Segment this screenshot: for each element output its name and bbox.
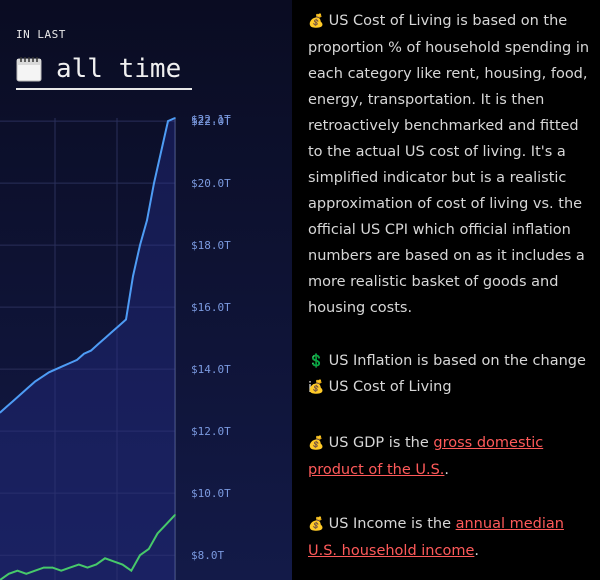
data-point bbox=[20, 393, 22, 395]
data-point bbox=[104, 557, 106, 560]
data-point bbox=[48, 371, 50, 374]
income-link[interactable]: annual median U.S. household income bbox=[308, 516, 564, 559]
data-point bbox=[13, 399, 15, 401]
inflation-description: 💲 US Inflation is based on the change in bbox=[308, 348, 596, 401]
data-point bbox=[139, 244, 141, 246]
money-bag-icon: 💰 bbox=[308, 517, 325, 532]
y-tick-label: $10.0T bbox=[191, 487, 231, 500]
data-point bbox=[111, 331, 113, 333]
money-bag-icon: 💰 bbox=[308, 380, 325, 395]
gdp-link[interactable]: gross domestic product of the U.S. bbox=[308, 435, 544, 478]
range-selector[interactable]: all time bbox=[16, 50, 192, 90]
data-point bbox=[25, 572, 28, 575]
money-bag-icon: 💰 bbox=[308, 436, 325, 451]
data-point bbox=[86, 566, 89, 569]
data-point bbox=[132, 275, 134, 277]
data-point bbox=[27, 386, 29, 389]
paragraph-text: US GDP is the bbox=[328, 435, 434, 451]
calendar-icon bbox=[16, 57, 42, 82]
data-point bbox=[55, 368, 57, 370]
cost-of-living-description: 💰 US Cost of Living is based on the prop… bbox=[308, 8, 596, 321]
paragraph-text: US Cost of Living bbox=[328, 379, 452, 395]
y-tick-label: $18.0T bbox=[191, 239, 231, 252]
y-tick-label: $12.0T bbox=[191, 425, 231, 438]
series-area bbox=[0, 118, 175, 580]
data-point bbox=[83, 352, 85, 355]
data-point bbox=[153, 182, 155, 184]
paragraph-text-end: . bbox=[474, 543, 479, 559]
data-point bbox=[7, 572, 10, 575]
money-bag-icon: 💰 bbox=[308, 14, 325, 29]
data-point bbox=[174, 514, 176, 516]
data-point bbox=[41, 376, 43, 378]
data-point bbox=[146, 219, 148, 222]
range-value: all time bbox=[56, 54, 182, 84]
line-chart: $22.1T$22.0T $20.0T $18.0T $16.0T $14.0T $12.… bbox=[0, 113, 231, 580]
inflation-description-continued: 💰 US Cost of Living bbox=[308, 374, 596, 401]
data-point bbox=[139, 554, 141, 556]
data-point bbox=[167, 120, 169, 122]
data-point bbox=[34, 380, 36, 383]
series-line bbox=[0, 117, 176, 414]
data-point bbox=[42, 566, 45, 569]
data-point bbox=[34, 569, 36, 572]
data-point bbox=[90, 349, 92, 352]
data-point bbox=[130, 569, 133, 572]
data-point bbox=[6, 405, 8, 408]
data-point bbox=[51, 566, 54, 569]
y-tick-label: $16.0T bbox=[191, 301, 231, 314]
info-panel: 💰 US Cost of Living is based on the prop… bbox=[292, 0, 600, 580]
paragraph-text: US Inflation is based on the change in bbox=[308, 353, 586, 396]
data-point bbox=[121, 563, 124, 566]
data-point bbox=[76, 359, 78, 361]
chart-panel: $22.1T $22.0T $20.0T $18.0T $16.0T $14.0T $12.… bbox=[0, 0, 292, 580]
data-point bbox=[62, 365, 64, 367]
data-point bbox=[160, 151, 162, 153]
y-tick-label: $14.0T bbox=[191, 363, 231, 376]
data-point bbox=[165, 523, 168, 525]
paragraph-text-end: . bbox=[444, 462, 450, 478]
data-point bbox=[69, 566, 71, 569]
data-point bbox=[60, 569, 63, 572]
y-tick-label: $22.1T bbox=[191, 113, 231, 126]
gdp-description: 💰 US GDP is the gross domestic product o… bbox=[308, 430, 596, 483]
y-tick-label: $22.0T bbox=[191, 115, 231, 128]
range-label: IN LAST bbox=[16, 28, 66, 41]
data-point bbox=[112, 560, 115, 563]
data-point bbox=[125, 318, 127, 321]
data-point bbox=[174, 117, 176, 119]
income-description: 💰 US Income is the annual median U.S. ho… bbox=[308, 511, 596, 564]
paragraph-text: US Cost of Living is based on the propor… bbox=[308, 13, 590, 316]
data-point bbox=[147, 548, 150, 550]
data-point bbox=[118, 324, 120, 327]
data-point bbox=[0, 411, 1, 414]
data-point bbox=[16, 569, 19, 572]
data-point bbox=[95, 563, 98, 566]
dollar-sign-icon: 💲 bbox=[308, 354, 325, 369]
y-tick-label: $20.0T bbox=[191, 177, 231, 190]
data-point bbox=[156, 532, 159, 535]
paragraph-text: US Income is the bbox=[328, 516, 456, 532]
data-point bbox=[97, 343, 99, 346]
data-point bbox=[104, 337, 106, 339]
data-point bbox=[69, 362, 71, 364]
data-point bbox=[77, 563, 80, 566]
y-tick-label: $8.0T bbox=[191, 549, 224, 562]
